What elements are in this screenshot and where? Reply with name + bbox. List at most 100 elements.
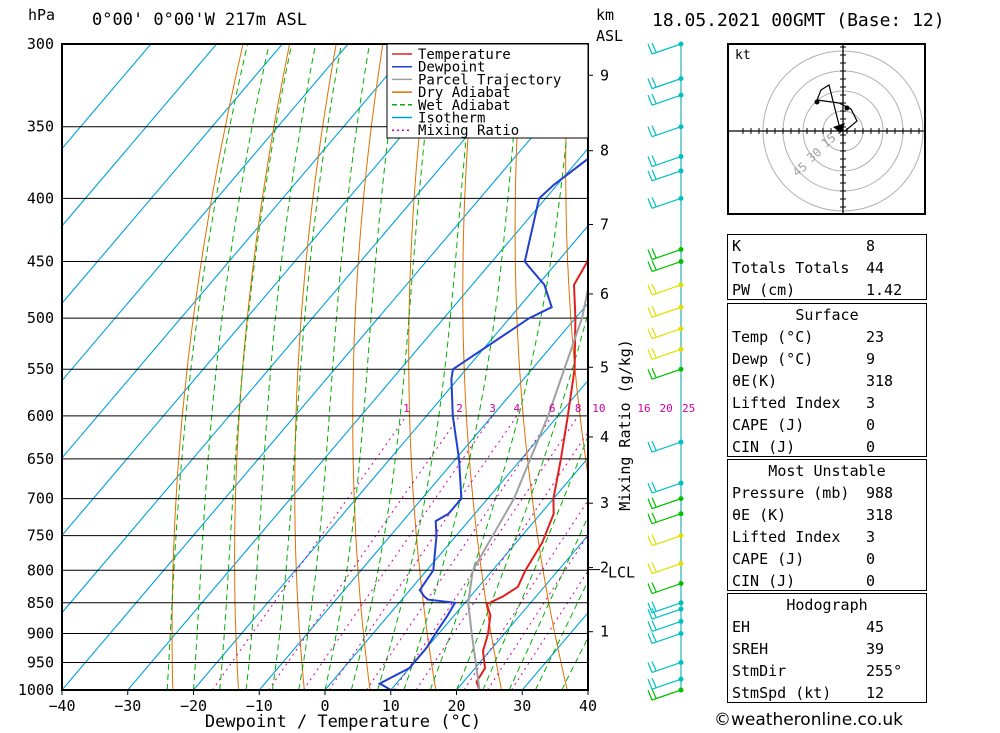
row-value: 45	[866, 618, 885, 636]
row-label: CAPE (J)	[732, 416, 805, 434]
wind-barb	[647, 601, 682, 614]
table-row: StmDir 255°	[728, 660, 926, 682]
x-tick-label: 0	[320, 697, 329, 715]
isotherm-line	[258, 302, 588, 690]
wind-barb	[647, 688, 682, 701]
wet-adiabat-line	[508, 515, 588, 690]
km-tick-label: 4	[600, 428, 609, 446]
table-row: EH 45	[728, 616, 926, 638]
hodograph-trace	[816, 84, 858, 132]
row-label: StmDir	[732, 662, 787, 680]
row-value: 0	[866, 550, 876, 568]
isotherm-line	[62, 44, 349, 382]
wet-adiabat-line	[429, 44, 577, 690]
table-title: Surface	[795, 306, 859, 324]
wet-adiabat-line	[377, 44, 477, 690]
row-value: 8	[866, 237, 876, 255]
table-title: Hodograph	[786, 596, 868, 614]
skew-t-chart: 1 2 3 4 6 8 10 16 20 2530035040045050055060065070…	[18, 35, 720, 732]
wind-barb	[647, 512, 682, 525]
mixing-ratio-label: 10	[592, 402, 605, 415]
wind-barb	[647, 306, 682, 318]
indices-table: K 8 Totals Totals 44 PW (cm) 1.42	[727, 234, 927, 300]
wind-barb	[647, 497, 682, 510]
row-label: Dewp (°C)	[732, 350, 814, 368]
pressure-tick-label: 950	[27, 653, 54, 671]
x-tick-label: −30	[114, 697, 141, 715]
km-tick-label: 2	[600, 559, 609, 577]
table-row: Dewp (°C) 9	[728, 348, 926, 370]
wind-barb	[647, 481, 682, 494]
table-row: SREH 39	[728, 638, 926, 660]
hodograph-point	[844, 105, 850, 111]
x-tick-label: −40	[48, 697, 75, 715]
row-value: 318	[866, 372, 894, 390]
row-value: 3	[866, 394, 876, 412]
parcel-trajectory-curve	[467, 284, 588, 690]
wind-barb	[647, 260, 682, 273]
table-title: Most Unstable	[768, 462, 886, 480]
wind-barb	[647, 93, 682, 106]
dry-adiabat-line	[171, 44, 244, 690]
row-value: 255°	[866, 662, 903, 680]
storm-motion-marker	[833, 123, 845, 133]
row-value: 3	[866, 528, 876, 546]
pressure-tick-label: 800	[27, 561, 54, 579]
isotherm-line	[62, 44, 481, 537]
wet-adiabat-line	[245, 44, 317, 690]
wind-barb	[647, 534, 682, 547]
dry-adiabat-line	[662, 44, 720, 690]
hodograph-ring-label: 15	[819, 131, 839, 151]
pressure-tick-label: 700	[27, 490, 54, 508]
row-value: 9	[866, 350, 876, 368]
km-tick-label: 5	[600, 358, 609, 376]
wind-barb	[647, 677, 682, 690]
x-tick-label: −10	[246, 697, 273, 715]
wind-barb	[647, 248, 682, 261]
x-tick-label: 10	[382, 697, 400, 715]
row-value: 988	[866, 484, 894, 502]
km-tick-label: 9	[600, 66, 609, 84]
legend-label: Dry Adiabat	[418, 85, 511, 101]
row-label: Lifted Index	[732, 394, 841, 412]
table-row: Lifted Index 3	[728, 526, 926, 548]
pressure-tick-label: 750	[27, 527, 54, 545]
wet-adiabat-line	[561, 636, 588, 690]
table-row: StmSpd (kt) 12	[728, 682, 926, 704]
km-tick-label: 8	[600, 142, 609, 160]
wind-barb	[647, 125, 682, 138]
isotherm-line	[456, 534, 588, 690]
most-unstable-table: Most Unstable Pressure (mb) 988 θE (K) 318 Li…	[727, 459, 927, 591]
legend-label: Wet Adiabat	[418, 98, 511, 114]
wind-barb	[647, 77, 682, 90]
legend-label: Dewpoint	[418, 60, 485, 76]
x-tick-label: −20	[180, 697, 207, 715]
wind-barb	[647, 42, 682, 55]
mixing-ratio-label: 3	[489, 402, 496, 415]
km-tick-label: 3	[600, 494, 609, 512]
table-row: CIN (J) 0	[728, 436, 926, 458]
pressure-tick-label: 400	[27, 189, 54, 207]
dry-adiabat-line	[514, 44, 568, 690]
x-tick-label: 30	[513, 697, 531, 715]
mixing-ratio-label: 20	[659, 402, 672, 415]
mixing-ratio-label: 2	[456, 402, 463, 415]
wind-barb	[647, 632, 682, 645]
table-row: CIN (J) 0	[728, 570, 926, 592]
wet-adiabat-line	[219, 44, 293, 690]
hodograph: 15 30 45 kt	[727, 30, 944, 232]
wind-barb	[647, 620, 682, 632]
row-label: Totals Totals	[732, 259, 850, 277]
wind-barb	[647, 197, 682, 209]
row-label: CAPE (J)	[732, 550, 805, 568]
wet-adiabat-line	[298, 44, 370, 690]
isotherm-line	[62, 70, 588, 690]
mixing-ratio-line	[302, 415, 494, 690]
wind-barb	[647, 562, 682, 575]
pressure-tick-label: 300	[27, 35, 54, 53]
table-row: CAPE (J) 0	[728, 414, 926, 436]
table-row: Lifted Index 3	[728, 392, 926, 414]
row-label: θE(K)	[732, 372, 778, 390]
row-value: 318	[866, 506, 894, 524]
